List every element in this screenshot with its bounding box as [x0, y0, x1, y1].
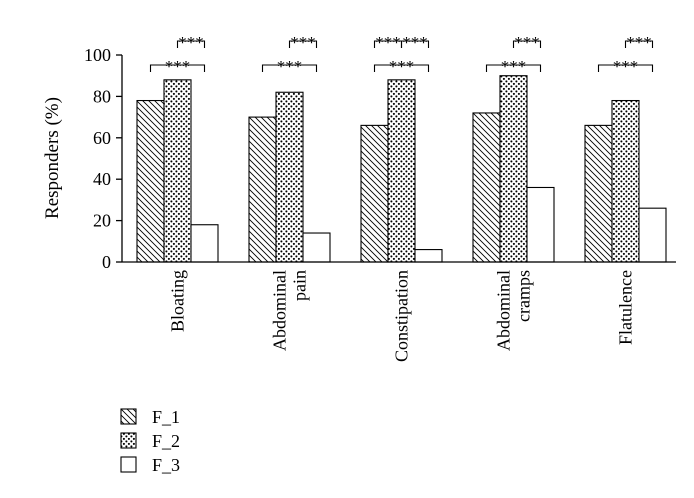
y-tick-label: 60 — [93, 128, 111, 148]
significance-label: *** — [178, 33, 204, 52]
category-label-line: Constipation — [392, 270, 412, 362]
significance-bracket — [373, 64, 430, 72]
y-tick-label: 0 — [102, 252, 111, 272]
y-tick-label: 100 — [84, 45, 111, 65]
bar-f2-0 — [163, 79, 192, 263]
significance-bracket — [261, 64, 318, 72]
bar-f1-3 — [472, 112, 501, 263]
category-label-4: Flatulence — [616, 270, 636, 345]
significance-label: *** — [501, 57, 527, 76]
bar-f2-1 — [275, 91, 304, 263]
x-axis: Bloating Abdominal pain Constipation Abdomin… — [122, 261, 676, 362]
y-tick-label: 80 — [93, 86, 111, 106]
bar-f1-0 — [136, 99, 165, 263]
significance-label: *** — [290, 33, 316, 52]
significance-label: *** — [402, 33, 428, 52]
legend-swatch-f1 — [120, 408, 137, 425]
significance-bracket — [400, 40, 430, 48]
significance-bracket — [288, 40, 318, 48]
legend-label: F_2 — [152, 431, 180, 451]
legend: F_1 F_2 F_3 — [120, 407, 180, 475]
significance-bracket — [176, 40, 206, 48]
category-label-1: Abdominal pain — [270, 270, 310, 351]
bar-f1-1 — [248, 116, 277, 263]
y-axis: 0 20 40 60 80 100 — [84, 45, 123, 272]
significance-brackets: *************** ****************** — [149, 33, 654, 76]
legend-swatch-f3 — [120, 456, 137, 473]
category-label-0: Bloating — [168, 270, 188, 332]
bar-f3-0 — [190, 224, 219, 263]
bar-f3-1 — [302, 232, 331, 263]
bar-f1-4 — [584, 124, 613, 263]
significance-bracket — [485, 64, 542, 72]
bar-f2-2 — [387, 79, 416, 263]
significance-label: *** — [277, 57, 303, 76]
category-label-line: Abdominal — [494, 270, 514, 351]
bar-f1-2 — [360, 124, 389, 263]
category-label-line: Flatulence — [616, 270, 636, 345]
bar-f3-2 — [414, 249, 443, 263]
legend-label: F_1 — [152, 407, 180, 427]
significance-label: *** — [375, 33, 401, 52]
significance-bracket — [149, 64, 206, 72]
bars — [136, 75, 667, 263]
legend-label: F_3 — [152, 455, 180, 475]
significance-label: *** — [389, 57, 415, 76]
bar-f2-4 — [611, 99, 640, 263]
legend-swatch-f2 — [120, 432, 137, 449]
bar-f3-3 — [526, 186, 555, 263]
significance-label: *** — [626, 33, 652, 52]
category-label-3: Abdominal cramps — [494, 270, 534, 351]
y-tick-label: 40 — [93, 169, 111, 189]
y-axis-title: Responders (%) — [42, 97, 63, 219]
significance-bracket — [512, 40, 542, 48]
significance-label: *** — [613, 57, 639, 76]
significance-bracket — [597, 64, 654, 72]
significance-label: *** — [514, 33, 540, 52]
category-label-line: cramps — [514, 270, 534, 322]
bar-f3-4 — [638, 207, 667, 263]
category-label-line: Bloating — [168, 270, 188, 332]
bar-f2-3 — [499, 75, 528, 263]
category-label-2: Constipation — [392, 270, 412, 362]
y-tick-label: 20 — [93, 211, 111, 231]
significance-bracket — [624, 40, 654, 48]
category-label-line: pain — [290, 270, 310, 301]
category-label-line: Abdominal — [270, 270, 290, 351]
significance-label: *** — [165, 57, 191, 76]
